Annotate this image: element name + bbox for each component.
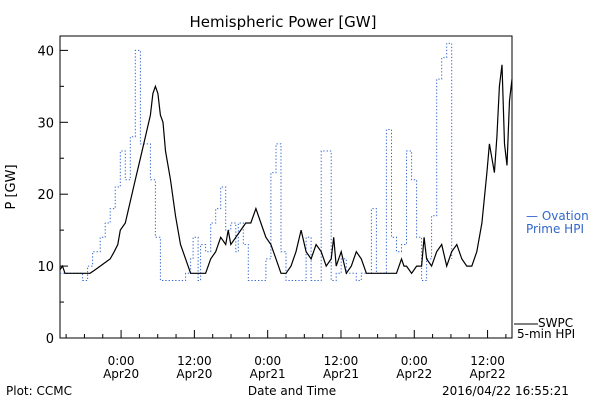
x-tick-date-label: Apr20	[176, 367, 212, 381]
footer-timestamp: 2016/04/22 16:55:21	[442, 384, 569, 398]
plot-frame	[59, 35, 513, 339]
x-tick-time-label: 0:00	[254, 354, 281, 368]
series-line-swpc-5min-hpi	[59, 64, 513, 275]
y-tick-label: 30	[37, 116, 54, 131]
x-tick-time-label: 12:00	[470, 354, 505, 368]
series-line-ovation-prime-hpi	[60, 42, 453, 281]
y-tick-label: 0	[46, 332, 54, 347]
plot-marks: 0102030400:00Apr2012:00Apr200:00Apr2112:…	[37, 42, 589, 381]
x-tick-time-label: 12:00	[177, 354, 212, 368]
y-tick-label: 20	[37, 188, 54, 203]
x-axis-label: Date and Time	[248, 384, 336, 398]
x-tick-date-label: Apr21	[250, 367, 286, 381]
legend-ovation-line1: — Ovation	[526, 209, 589, 223]
x-tick-date-label: Apr22	[396, 367, 432, 381]
x-tick-date-label: Apr22	[470, 367, 506, 381]
legend-swpc-line1: SWPC	[538, 316, 573, 330]
legend-swpc-line2: 5-min HPI	[517, 327, 575, 341]
x-tick-date-label: Apr20	[103, 367, 139, 381]
footer-plot-label: Plot: CCMC	[6, 384, 72, 398]
y-tick-label: 10	[37, 260, 54, 275]
x-tick-time-label: 12:00	[324, 354, 359, 368]
y-tick-label: 40	[37, 44, 54, 59]
x-tick-date-label: Apr21	[323, 367, 359, 381]
chart-title: Hemispheric Power [GW]	[190, 13, 377, 31]
y-axis-label: P [GW]	[4, 164, 19, 209]
x-tick-time-label: 0:00	[401, 354, 428, 368]
x-tick-time-label: 0:00	[108, 354, 135, 368]
legend-ovation-line2: Prime HPI	[526, 222, 584, 236]
